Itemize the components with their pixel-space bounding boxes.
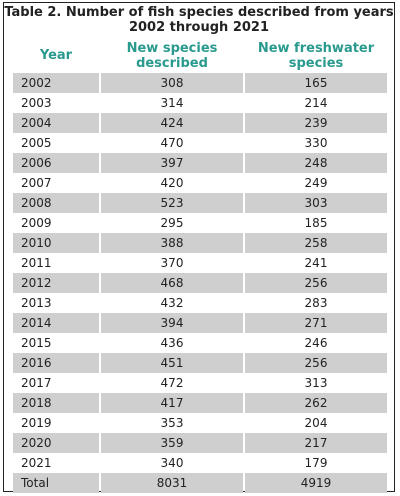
new-species-cell: 394 — [101, 313, 243, 333]
table-row: 2018 417 262 — [13, 393, 387, 413]
freshwater-cell: 185 — [245, 213, 387, 233]
freshwater-cell: 214 — [245, 93, 387, 113]
year-cell: 2020 — [13, 433, 99, 453]
new-species-header-line-1: New species — [126, 40, 218, 56]
freshwater-cell: 256 — [245, 353, 387, 373]
table-row: 2021 340 179 — [13, 453, 387, 473]
title-line-1: Table 2. Number of fish species describe… — [4, 5, 394, 20]
year-cell: 2013 — [13, 293, 99, 313]
year-cell: 2015 — [13, 333, 99, 353]
freshwater-cell: 249 — [245, 173, 387, 193]
year-cell: 2006 — [13, 153, 99, 173]
year-cell: 2017 — [13, 373, 99, 393]
year-cell: 2009 — [13, 213, 99, 233]
freshwater-cell: 262 — [245, 393, 387, 413]
freshwater-cell: 283 — [245, 293, 387, 313]
freshwater-header-line-1: New freshwater — [257, 40, 375, 56]
table-row: 2016 451 256 — [13, 353, 387, 373]
year-cell: 2012 — [13, 273, 99, 293]
year-cell: 2018 — [13, 393, 99, 413]
year-cell: 2002 — [13, 73, 99, 93]
freshwater-cell: 330 — [245, 133, 387, 153]
header-row: Year New species described New freshwate… — [13, 38, 387, 73]
year-cell: Total — [13, 473, 99, 493]
freshwater-cell: 271 — [245, 313, 387, 333]
table-body: 2002 308 165 2003 314 214 2004 424 239 2005 470 330… — [13, 73, 387, 493]
table-row: 2010 388 258 — [13, 233, 387, 253]
title-line-2: 2002 through 2021 — [128, 20, 270, 35]
table-row: 2007 420 249 — [13, 173, 387, 193]
year-header: Year — [39, 48, 73, 63]
table-row: 2011 370 241 — [13, 253, 387, 273]
freshwater-cell: 256 — [245, 273, 387, 293]
table-row: 2008 523 303 — [13, 193, 387, 213]
table-row: 2013 432 283 — [13, 293, 387, 313]
year-cell: 2008 — [13, 193, 99, 213]
new-species-cell: 451 — [101, 353, 243, 373]
year-cell: 2014 — [13, 313, 99, 333]
table-row: 2015 436 246 — [13, 333, 387, 353]
new-species-cell: 420 — [101, 173, 243, 193]
freshwater-cell: 165 — [245, 73, 387, 93]
new-species-header-line-2: described — [136, 55, 208, 71]
new-species-cell: 388 — [101, 233, 243, 253]
freshwater-cell: 258 — [245, 233, 387, 253]
new-species-cell: 340 — [101, 453, 243, 473]
freshwater-cell: 239 — [245, 113, 387, 133]
year-cell: 2003 — [13, 93, 99, 113]
new-species-cell: 295 — [101, 213, 243, 233]
table-row: 2014 394 271 — [13, 313, 387, 333]
new-species-cell: 314 — [101, 93, 243, 113]
year-cell: 2007 — [13, 173, 99, 193]
table-row: 2009 295 185 — [13, 213, 387, 233]
table-row: 2005 470 330 — [13, 133, 387, 153]
freshwater-cell: 241 — [245, 253, 387, 273]
year-cell: 2011 — [13, 253, 99, 273]
freshwater-cell: 313 — [245, 373, 387, 393]
freshwater-cell: 179 — [245, 453, 387, 473]
new-species-cell: 359 — [101, 433, 243, 453]
new-species-cell: 417 — [101, 393, 243, 413]
freshwater-header-line-2: species — [288, 55, 344, 71]
freshwater-cell: 246 — [245, 333, 387, 353]
freshwater-cell: 303 — [245, 193, 387, 213]
table-row: 2002 308 165 — [13, 73, 387, 93]
new-species-cell: 468 — [101, 273, 243, 293]
table-frame: Table 2. Number of fish species describe… — [3, 2, 395, 493]
year-cell: 2005 — [13, 133, 99, 153]
year-cell: 2016 — [13, 353, 99, 373]
new-species-cell: 472 — [101, 373, 243, 393]
new-species-cell: 432 — [101, 293, 243, 313]
year-cell: 2004 — [13, 113, 99, 133]
new-species-header: New species described — [101, 38, 243, 73]
new-species-cell: 8031 — [101, 473, 243, 493]
new-species-cell: 523 — [101, 193, 243, 213]
year-cell: 2010 — [13, 233, 99, 253]
new-species-cell: 370 — [101, 253, 243, 273]
table-row: Total 8031 4919 — [13, 473, 387, 493]
new-species-cell: 470 — [101, 133, 243, 153]
year-cell: 2019 — [13, 413, 99, 433]
freshwater-cell: 204 — [245, 413, 387, 433]
new-species-cell: 308 — [101, 73, 243, 93]
table-row: 2003 314 214 — [13, 93, 387, 113]
table-row: 2020 359 217 — [13, 433, 387, 453]
table-row: 2012 468 256 — [13, 273, 387, 293]
freshwater-header: New freshwater species — [245, 38, 387, 73]
table-row: 2017 472 313 — [13, 373, 387, 393]
year-cell: 2021 — [13, 453, 99, 473]
new-species-cell: 397 — [101, 153, 243, 173]
table-row: 2006 397 248 — [13, 153, 387, 173]
freshwater-cell: 248 — [245, 153, 387, 173]
freshwater-cell: 4919 — [245, 473, 387, 493]
freshwater-cell: 217 — [245, 433, 387, 453]
new-species-cell: 424 — [101, 113, 243, 133]
new-species-cell: 353 — [101, 413, 243, 433]
table-title: Table 2. Number of fish species describe… — [4, 5, 394, 35]
table-row: 2019 353 204 — [13, 413, 387, 433]
new-species-cell: 436 — [101, 333, 243, 353]
data-table: Year New species described New freshwate… — [13, 38, 387, 493]
table-row: 2004 424 239 — [13, 113, 387, 133]
